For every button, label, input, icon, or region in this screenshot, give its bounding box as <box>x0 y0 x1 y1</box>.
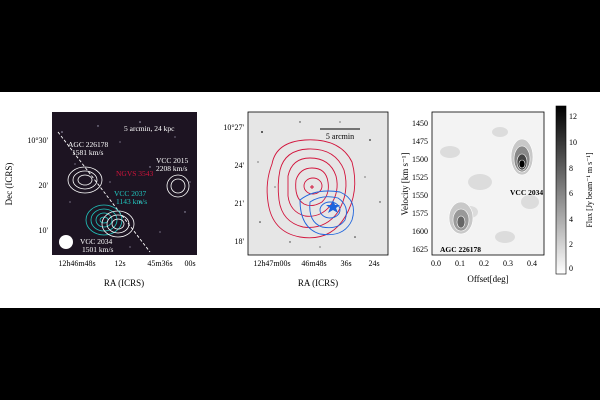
cb-tick-10: 10 <box>569 138 577 147</box>
panel-b-xtick-2: 46m48s <box>301 259 326 268</box>
vcc2034-label: VCC 2034 <box>80 237 113 246</box>
panel-b-xtick-4: 24s <box>368 259 379 268</box>
figure-svg: 5 arcmin, 24 kpc AGC 226178 1581 km/s NG… <box>4 105 594 288</box>
cb-tick-4: 4 <box>569 215 573 224</box>
panel-c-ytick-1575: 1575 <box>412 209 428 218</box>
panel-b-xtick-1: 12h47m00s <box>253 259 290 268</box>
pv-label-vcc2034: VCC 2034 <box>510 188 543 197</box>
panel-b-image <box>247 111 389 256</box>
panel-c-ytick-1525: 1525 <box>412 173 428 182</box>
panel-c-ytick-1625: 1625 <box>412 245 428 254</box>
panel-b-red-contours <box>266 139 356 239</box>
panel-b-ytick-3: 21' <box>235 199 245 208</box>
panel-c-noise <box>440 127 539 243</box>
panel-a-ytick-3: 10' <box>39 226 49 235</box>
cb-tick-12: 12 <box>569 112 577 121</box>
panel-a-xtick-4: 00s <box>184 259 195 268</box>
panel-b-xtick-3: 36s <box>340 259 351 268</box>
panel-b-cross-marker <box>310 185 314 189</box>
panel-c-ytick-1475: 1475 <box>412 137 428 146</box>
panel-a-xtick-1: 12h46m48s <box>58 259 95 268</box>
panel-c-ylabel: Velocity [km s⁻¹] <box>400 153 410 216</box>
panel-a-scale-label: 5 arcmin, 24 kpc <box>124 124 175 133</box>
panel-b-stars <box>257 121 381 248</box>
panel-c-xlabel: Offset[deg] <box>467 274 508 284</box>
panel-c-ytick-1500: 1500 <box>412 155 428 164</box>
panel-c: AGC 226178 VCC 2034 1450 1475 1500 1525 … <box>400 105 594 284</box>
panel-a-dashed-line <box>57 131 151 253</box>
panel-b-scale-label: 5 arcmin <box>326 132 354 141</box>
panel-c-ytick-1600: 1600 <box>412 227 428 236</box>
vcc2037-label: VCC 2037 <box>114 189 147 198</box>
panel-a-xtick-3: 45m36s <box>147 259 172 268</box>
agc226178-label: AGC 226178 <box>68 140 108 149</box>
agc226178-vel: 1581 km/s <box>72 148 104 157</box>
panel-b-ytick-4: 18' <box>235 237 245 246</box>
panel-a-ylabel: Dec (ICRS) <box>4 163 14 206</box>
panel-c-ytick-1450: 1450 <box>412 119 428 128</box>
vcc2015-contours <box>166 174 190 198</box>
vcc2037-vel: 1143 km/s <box>116 197 147 206</box>
figure: 5 arcmin, 24 kpc AGC 226178 1581 km/s NG… <box>0 92 600 308</box>
panel-b-ytick-1: 10°27' <box>223 123 244 132</box>
vcc2034-contours <box>101 210 135 238</box>
panel-c-xtick-1: 0.0 <box>431 259 441 268</box>
panel-c-xtick-2: 0.1 <box>455 259 465 268</box>
panel-c-xtick-4: 0.3 <box>503 259 513 268</box>
panel-c-ytick-1550: 1550 <box>412 191 428 200</box>
vcc2015-vel: 2208 km/s <box>156 164 188 173</box>
vcc2037-contours <box>85 204 123 236</box>
panel-c-xtick-3: 0.2 <box>479 259 489 268</box>
cb-tick-6: 6 <box>569 189 573 198</box>
panel-a-xlabel: RA (ICRS) <box>104 278 144 288</box>
panel-c-xtick-5: 0.4 <box>527 259 537 268</box>
ngvs3543-label: NGVS 3543 <box>116 169 154 178</box>
colorbar-label: Flux [Jy beam⁻¹ m s⁻¹] <box>585 152 594 227</box>
colorbar <box>555 105 567 275</box>
vcc2034-vel: 1501 km/s <box>82 245 114 254</box>
panel-b-xlabel: RA (ICRS) <box>298 278 338 288</box>
panel-b: 5 arcmin 10°27' 24' 21' 18' 12h47m00s 46… <box>223 111 389 288</box>
pv-label-agc226178: AGC 226178 <box>440 245 481 254</box>
pv-vcc2034-blob <box>510 138 534 176</box>
cb-tick-0: 0 <box>569 264 573 273</box>
panel-a-stars <box>61 121 191 248</box>
cb-tick-2: 2 <box>569 240 573 249</box>
panel-a-ytick-1: 10°30' <box>27 136 48 145</box>
cb-tick-8: 8 <box>569 164 573 173</box>
panel-a: 5 arcmin, 24 kpc AGC 226178 1581 km/s NG… <box>4 112 197 288</box>
vcc2015-label: VCC 2015 <box>156 156 189 165</box>
pv-agc226178-blob <box>448 201 474 235</box>
beam-marker <box>59 235 73 249</box>
agc226178-contours <box>67 166 103 194</box>
panel-b-blue-contours <box>299 190 354 236</box>
panel-b-star-marker <box>326 200 340 213</box>
panel-b-ytick-2: 24' <box>235 161 245 170</box>
panel-a-xtick-2: 12s <box>114 259 125 268</box>
panel-a-ytick-2: 20' <box>39 181 49 190</box>
